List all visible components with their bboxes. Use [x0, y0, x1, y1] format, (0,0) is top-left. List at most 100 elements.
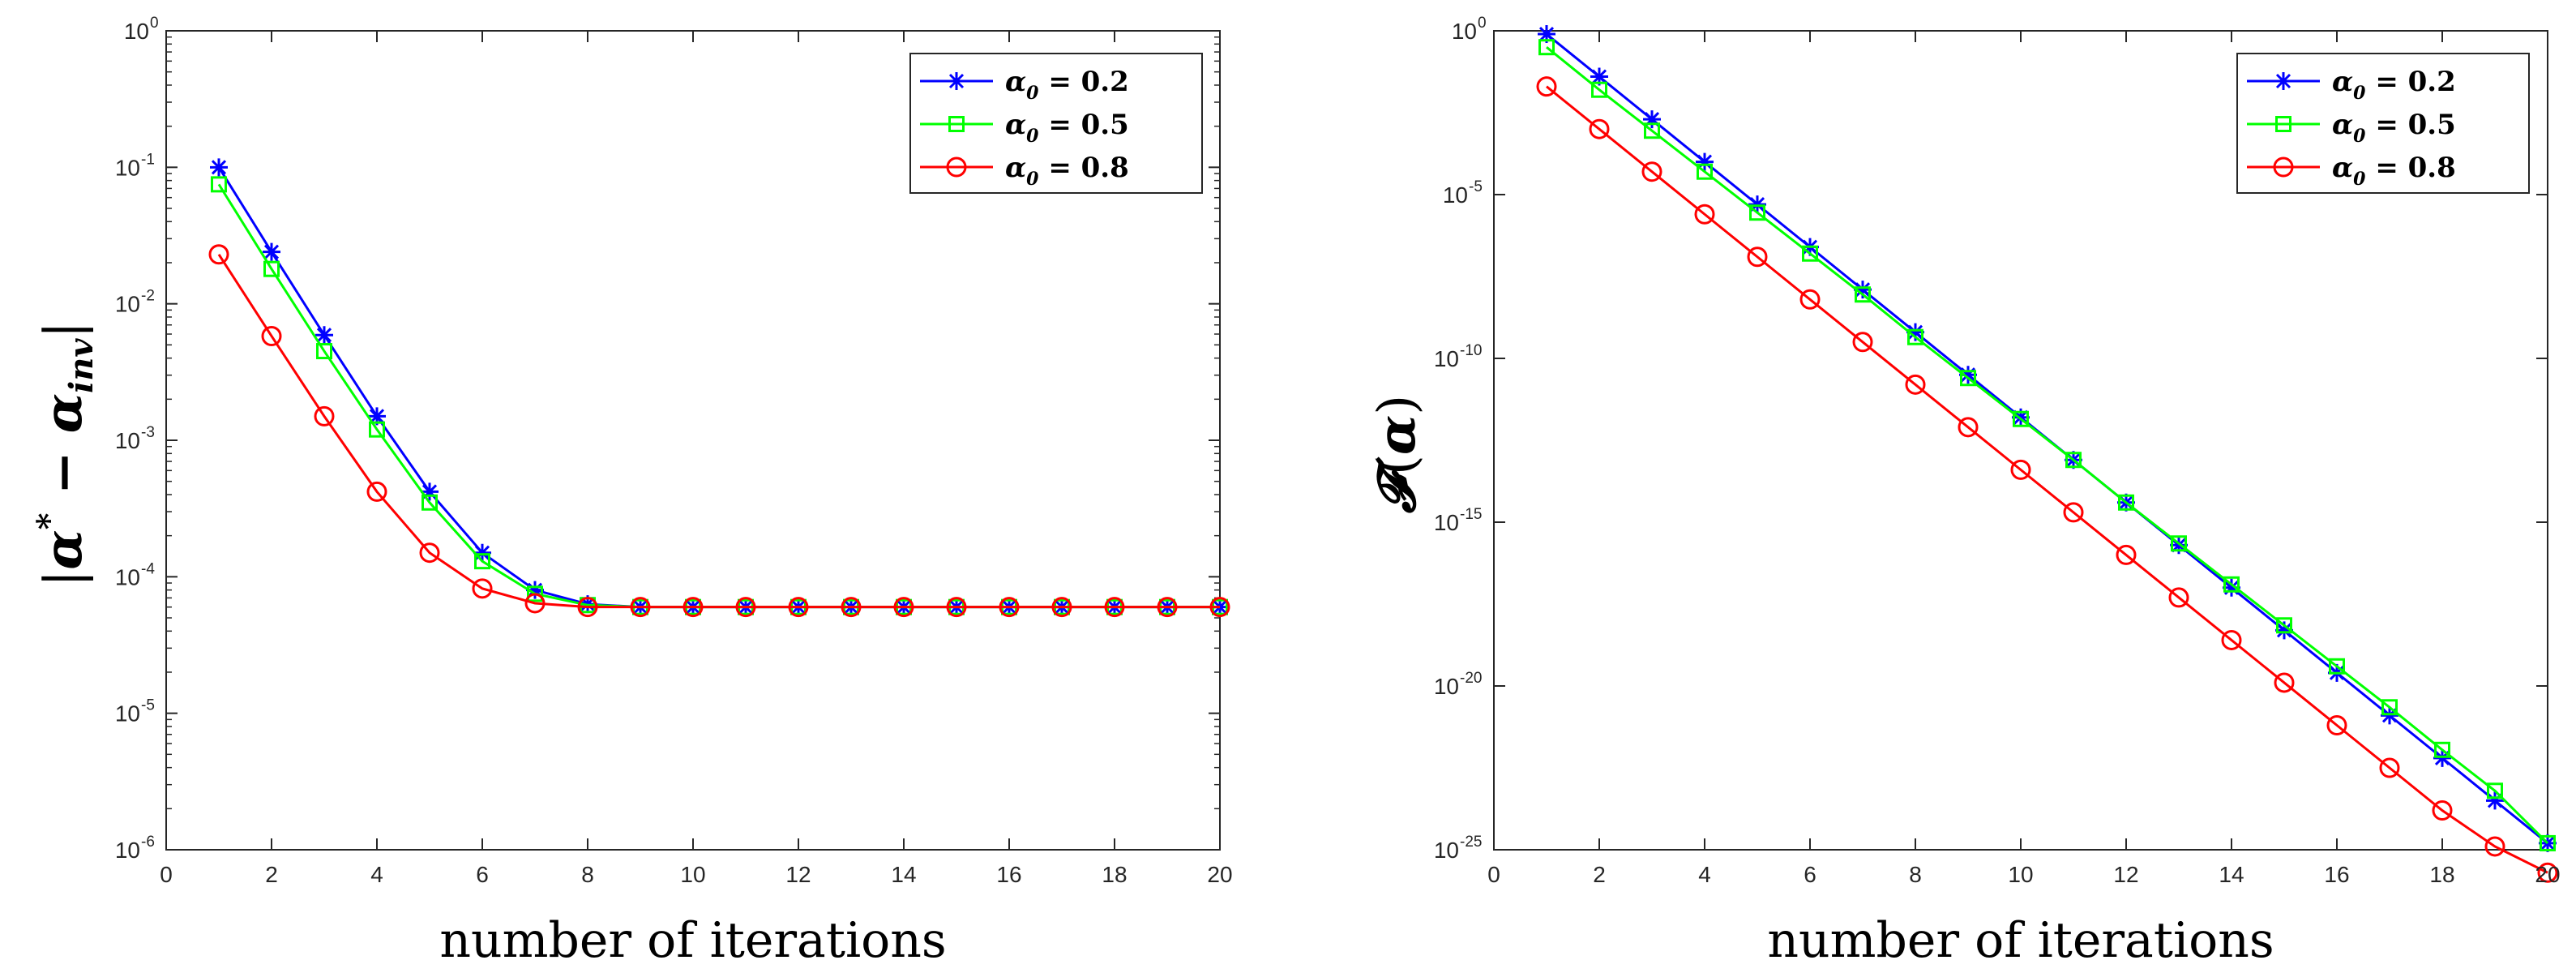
data-point: [2540, 834, 2556, 851]
x-tick-label: 18: [1102, 862, 1127, 887]
data-point: [210, 158, 228, 177]
y-tick-exponent: 0: [1478, 15, 1487, 32]
legend-marker: [948, 72, 965, 90]
y-tick-exponent: -1: [141, 151, 155, 168]
y-tick-exponent: -10: [1460, 342, 1482, 359]
x-tick-label: 14: [2219, 862, 2244, 887]
y-tick-base: 10: [124, 19, 149, 44]
y-tick-base: 10: [115, 428, 140, 453]
data-point: [1855, 286, 1871, 303]
series-line: [1546, 85, 2548, 874]
data-point: [2379, 757, 2400, 778]
data-point: [2275, 621, 2293, 640]
legend-item: α0 = 0.2: [2247, 66, 2456, 104]
data-point: [735, 597, 756, 618]
right-legend: α0 = 0.2 α0 = 0.5 α0 = 0.8: [2236, 53, 2530, 194]
left-x-tick-labels: 0 2 4 6 8 10 12 14 16 18 20: [160, 862, 1232, 887]
data-point: [1958, 417, 1979, 438]
y-tick-base: 10: [115, 155, 140, 180]
data-point: [1905, 374, 1926, 395]
data-point: [2434, 741, 2450, 758]
data-point: [2223, 576, 2240, 593]
x-tick-label: 14: [891, 862, 916, 887]
x-tick-label: 12: [2113, 862, 2138, 887]
y-tick-base: 10: [115, 292, 140, 317]
data-point: [1696, 152, 1714, 171]
data-point: [577, 597, 598, 618]
x-tick-label: 16: [996, 862, 1021, 887]
y-tick-label: 10 0: [124, 15, 159, 44]
right-x-tick-labels: 0 2 4 6 8 10 12 14 16 18 20: [1487, 862, 2560, 887]
data-point: [316, 343, 332, 360]
y-tick-base: 10: [1443, 182, 1468, 208]
data-point: [2171, 535, 2187, 552]
y-tick-label: 10 -20: [1434, 670, 1483, 699]
legend-label: α0 = 0.5: [1005, 109, 1129, 147]
y-tick-base: 10: [115, 838, 140, 863]
data-point: [263, 242, 280, 261]
data-point: [1591, 81, 1607, 98]
x-tick-label: 8: [581, 862, 594, 887]
data-point: [2381, 699, 2398, 716]
legend-item: α0 = 0.2: [920, 66, 1129, 104]
y-tick-base: 10: [115, 564, 140, 589]
y-tick-base: 10: [1434, 838, 1459, 863]
y-tick-label: 10 -5: [1443, 178, 1483, 208]
data-point: [368, 407, 386, 426]
y-tick-label: 10 -6: [115, 834, 155, 863]
data-point: [2484, 836, 2505, 857]
data-point: [2433, 748, 2451, 767]
y-tick-exponent: -15: [1460, 506, 1482, 523]
series-line: [1546, 46, 2549, 844]
y-tick-exponent: -6: [141, 834, 155, 851]
left-axis-ticks: [165, 30, 1221, 851]
data-point: [893, 597, 914, 618]
data-point: [2013, 410, 2029, 427]
data-point: [2170, 536, 2188, 555]
data-point: [1959, 366, 1977, 384]
right-y-axis-label: 𝓕(α): [1367, 395, 1427, 514]
data-point: [1643, 110, 1661, 129]
y-tick-base: 10: [1434, 674, 1459, 699]
data-point: [1697, 163, 1713, 180]
y-tick-label: 10 -2: [115, 288, 155, 317]
svg-text:|α* − αinv|: |α* − αinv|: [30, 321, 101, 587]
right-axis-ticks: [1493, 30, 2548, 851]
data-point: [527, 585, 543, 602]
legend-label: α0 = 0.2: [1005, 66, 1129, 104]
data-point: [788, 597, 809, 618]
data-point: [2276, 617, 2292, 634]
x-tick-label: 10: [680, 862, 705, 887]
y-tick-exponent: 0: [150, 15, 159, 32]
data-point: [2487, 782, 2503, 799]
data-point: [1104, 597, 1125, 618]
data-point: [2221, 629, 2242, 650]
data-point: [2116, 544, 2137, 565]
data-point: [1906, 323, 1924, 341]
x-tick-label: 20: [2535, 862, 2560, 887]
y-tick-label: 10 -25: [1434, 834, 1483, 863]
legend-label: α0 = 0.2: [2332, 66, 2456, 104]
data-point: [1209, 597, 1230, 618]
data-point: [1641, 161, 1662, 182]
svg-text:𝓕(α): 𝓕(α): [1367, 395, 1427, 514]
x-tick-label: 4: [370, 862, 383, 887]
data-point: [2432, 800, 2453, 821]
right-x-axis-label: number of iterations: [1767, 912, 2274, 969]
legend-item: α0 = 0.5: [920, 109, 1129, 147]
legend-label: α0 = 0.8: [2332, 152, 2456, 190]
data-point: [2537, 862, 2558, 883]
data-point: [683, 597, 704, 618]
data-point: [2118, 494, 2134, 511]
x-tick-label: 8: [1909, 862, 1922, 887]
data-point: [1694, 204, 1715, 225]
right-chart-panel: 0 2 4 6 8 10 12 14 16 18 20 10-2510-2010-1510-1010…: [1367, 15, 2561, 969]
data-point: [1907, 328, 1923, 345]
right-series-group: [1536, 25, 2558, 883]
x-tick-label: 0: [160, 862, 173, 887]
y-tick-exponent: -20: [1460, 670, 1482, 687]
left-chart-panel: 0 2 4 6 8 10 12 14 16 18 20 10-610-510-410-310-210…: [30, 15, 1233, 969]
y-tick-exponent: -3: [141, 424, 155, 441]
